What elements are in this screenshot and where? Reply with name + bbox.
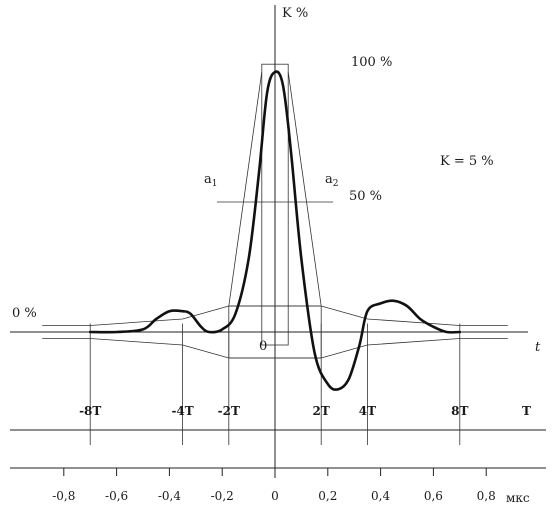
label-50-percent: 50 % [349, 189, 382, 204]
t-tick-label: -2T [218, 404, 240, 418]
half-amplitude-window [216, 71, 334, 307]
label-k-note: K = 5 % [440, 154, 494, 169]
t-axis-title: T [522, 404, 531, 418]
t-tick-lines [89, 323, 461, 445]
us-axis-unit: мкс [506, 491, 530, 505]
t-tick-label: 2T [313, 404, 330, 418]
t-tick-label: 4T [359, 404, 376, 418]
origin-label: 0 [259, 339, 267, 354]
us-tick-label: -0,6 [105, 489, 128, 503]
t-tick-label: -4T [171, 404, 193, 418]
half-amplitude-right-line [287, 71, 322, 307]
label-0-percent: 0 % [12, 306, 37, 321]
y-axis-label: K % [282, 6, 308, 21]
t-tick-label: 8T [451, 404, 468, 418]
us-tick-label: 0,8 [477, 489, 496, 503]
t-tick-labels: -8T -4T -2T 2T 4T 8T [79, 404, 468, 418]
t-tick-label: -8T [79, 404, 101, 418]
us-tick-label: 0,4 [371, 489, 390, 503]
us-tick-label: 0 [271, 489, 279, 503]
peak-window-rect [261, 63, 289, 346]
label-a2: a2 [325, 172, 339, 189]
us-tick-label: 0,2 [318, 489, 337, 503]
pulse-curve [88, 70, 462, 391]
us-tick-label: -0,2 [211, 489, 234, 503]
half-amplitude-left-line [228, 71, 263, 307]
label-100-percent: 100 % [351, 55, 392, 70]
x-axis-label: t [535, 340, 541, 355]
label-a1: a1 [204, 172, 218, 189]
us-tick-label: -0,4 [158, 489, 182, 503]
us-tick-labels: -0,8 -0,6 -0,4 -0,2 0 0,2 0,4 0,6 0,8 [52, 489, 496, 503]
us-tick-label: 0,6 [424, 489, 443, 503]
us-tick-marks [63, 468, 487, 476]
us-tick-label: -0,8 [52, 489, 75, 503]
